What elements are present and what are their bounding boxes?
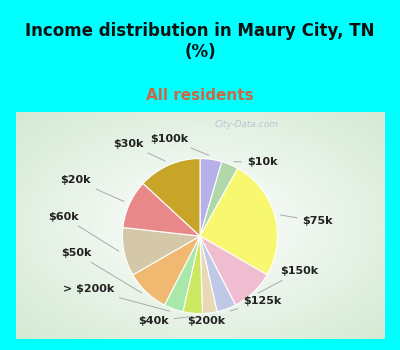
Text: Income distribution in Maury City, TN
(%): Income distribution in Maury City, TN (%… bbox=[25, 22, 375, 61]
Text: $30k: $30k bbox=[114, 139, 165, 161]
Text: $125k: $125k bbox=[230, 296, 281, 311]
Text: $10k: $10k bbox=[234, 157, 277, 167]
Wedge shape bbox=[200, 162, 238, 236]
Wedge shape bbox=[200, 168, 278, 275]
Text: $150k: $150k bbox=[258, 266, 318, 293]
Text: $50k: $50k bbox=[61, 248, 142, 293]
Text: $100k: $100k bbox=[150, 134, 209, 155]
Text: $40k: $40k bbox=[138, 316, 190, 326]
Wedge shape bbox=[200, 159, 222, 236]
Text: $75k: $75k bbox=[280, 215, 333, 226]
Wedge shape bbox=[200, 236, 217, 314]
Wedge shape bbox=[200, 236, 236, 312]
Wedge shape bbox=[143, 159, 200, 236]
Wedge shape bbox=[133, 236, 200, 305]
Text: All residents: All residents bbox=[146, 88, 254, 103]
Wedge shape bbox=[164, 236, 200, 312]
Wedge shape bbox=[123, 183, 200, 236]
Text: $20k: $20k bbox=[61, 175, 124, 202]
Text: City-Data.com: City-Data.com bbox=[214, 120, 278, 129]
Wedge shape bbox=[122, 228, 200, 275]
Wedge shape bbox=[200, 236, 267, 305]
Text: > $200k: > $200k bbox=[63, 285, 170, 311]
Text: $60k: $60k bbox=[48, 212, 119, 251]
Text: $200k: $200k bbox=[187, 316, 225, 326]
Wedge shape bbox=[183, 236, 202, 314]
